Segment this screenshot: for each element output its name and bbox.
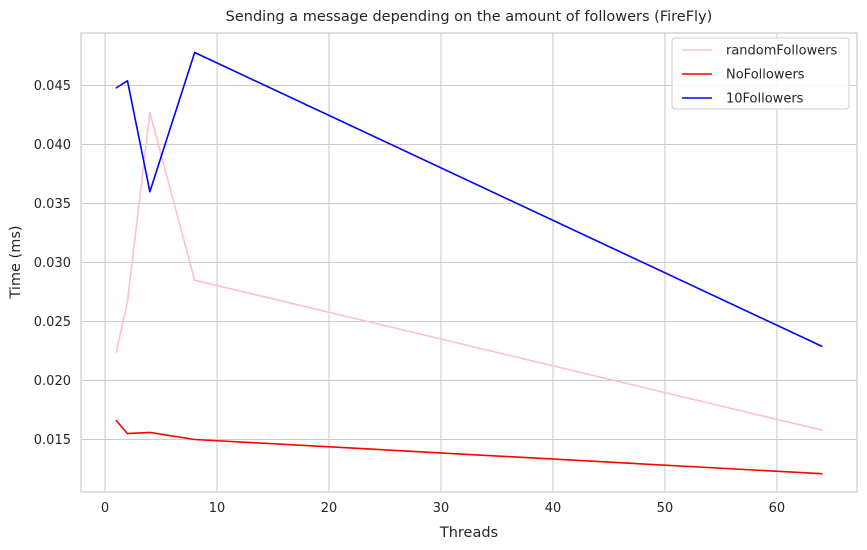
series-line-NoFollowers bbox=[115, 419, 823, 475]
x-axis-ticks: 0 10 20 30 40 50 60 bbox=[101, 501, 785, 516]
y-tick-label: 0.035 bbox=[34, 197, 71, 212]
y-tick-label: 0.030 bbox=[34, 256, 71, 271]
plot-area-frame bbox=[80, 32, 858, 493]
y-tick-label: 0.045 bbox=[34, 79, 71, 94]
legend-box bbox=[671, 37, 850, 110]
x-tick-label: 40 bbox=[545, 501, 562, 516]
x-axis-label: Threads bbox=[439, 525, 498, 541]
legend-label: NoFollowers bbox=[726, 68, 805, 83]
y-axis-label: Time (ms) bbox=[8, 225, 24, 299]
legend: randomFollowers NoFollowers 10Followers bbox=[671, 37, 850, 110]
x-tick-label: 60 bbox=[769, 501, 786, 516]
series-line-10Followers bbox=[115, 51, 823, 348]
legend-label: randomFollowers bbox=[726, 44, 838, 59]
x-tick-label: 0 bbox=[101, 501, 109, 516]
x-tick-label: 50 bbox=[657, 501, 674, 516]
y-tick-label: 0.025 bbox=[34, 315, 71, 330]
y-axis-ticks: 0.015 0.020 0.025 0.030 0.035 0.040 0.045 bbox=[34, 79, 71, 448]
x-tick-label: 10 bbox=[209, 501, 226, 516]
x-tick-label: 30 bbox=[433, 501, 450, 516]
y-tick-label: 0.020 bbox=[34, 374, 71, 389]
legend-label: 10Followers bbox=[726, 92, 804, 107]
chart-title: Sending a message depending on the amoun… bbox=[226, 9, 713, 25]
y-tick-label: 0.015 bbox=[34, 433, 71, 448]
x-tick-label: 20 bbox=[321, 501, 338, 516]
y-tick-label: 0.040 bbox=[34, 138, 71, 153]
series-line-randomFollowers bbox=[115, 111, 823, 431]
series-layer bbox=[115, 51, 823, 475]
